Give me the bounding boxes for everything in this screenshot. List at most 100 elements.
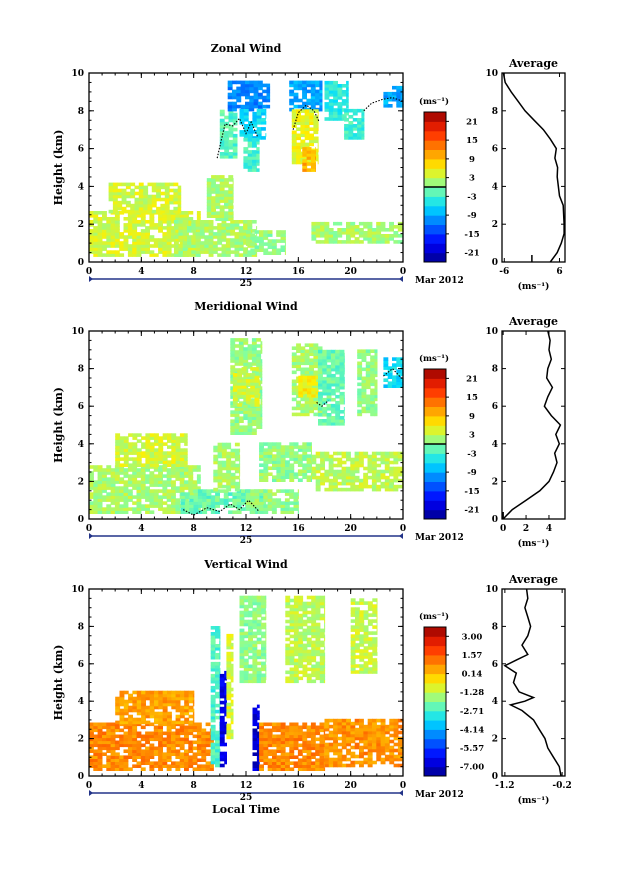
heatmap-cell [232,373,238,377]
heatmap-cell [106,758,112,762]
heatmap-cell [333,457,338,462]
heatmap-cell [132,448,138,452]
heatmap-cell [376,225,382,229]
heatmap-cell [367,231,373,235]
heatmap-cell [123,737,129,742]
heatmap-cell [350,487,356,492]
heatmap-cell [119,232,125,236]
heatmap-cell [119,711,125,716]
heatmap-cell [204,229,210,233]
heatmap-cell [337,114,343,118]
heatmap-cell [188,743,194,748]
heatmap-cell [205,731,211,736]
x-tick-label: 0 [86,524,92,534]
heatmap-cell [97,217,103,221]
heatmap-cell [343,370,345,375]
heatmap-cell [140,752,146,756]
heatmap-cell [370,403,376,408]
heatmap-cell [97,510,103,514]
heatmap-cell [396,101,402,105]
heatmap-cell [149,708,155,713]
heatmap-cell [127,737,133,742]
heatmap-cell [306,761,312,765]
heatmap-cell [280,478,286,482]
heatmap-cell [346,84,349,88]
heatmap-cell [267,764,273,768]
heatmap-cell [230,699,234,704]
heatmap-cell [219,650,221,654]
heatmap-cell [211,196,216,200]
heatmap-cell [236,92,242,97]
heatmap-cell [256,159,260,163]
heatmap-cell [195,247,201,251]
heatmap-cell [259,501,264,505]
heatmap-cell [228,504,233,508]
heatmap-cell [263,457,269,461]
heatmap-cell [171,743,176,748]
heatmap-cell [389,454,394,459]
heatmap-cell [114,752,120,756]
heatmap-cell [110,477,116,481]
heatmap-cell [252,595,258,600]
heatmap-cell [306,156,312,160]
heatmap-cell [324,225,330,229]
heatmap-cell [145,436,151,440]
heatmap-cell [309,364,314,369]
heatmap-cell [309,133,314,138]
heatmap-cell [260,416,263,420]
heatmap-cell [215,757,220,762]
heatmap-cell [106,507,112,511]
heatmap-cell [328,481,334,486]
heatmap-cell [236,104,242,109]
heatmap-cell [289,510,295,514]
heatmap-cell [106,471,112,475]
heatmap-cell [149,690,155,695]
heatmap-cell [184,507,190,511]
heatmap-cell [158,223,163,227]
heatmap-cell [219,673,225,678]
heatmap-cell [265,655,267,660]
heatmap-cell [324,240,330,244]
heatmap-cell [179,693,185,698]
heatmap-cell [224,754,227,759]
heatmap-cell [206,214,212,218]
heatmap-cell [306,98,312,103]
heatmap-cell [175,445,181,449]
heatmap-cell [219,712,221,717]
colorbar-tick-label: -15 [464,230,479,240]
heatmap-cell [193,504,199,508]
heatmap-cell [110,232,116,236]
heatmap-cell [158,690,164,695]
heatmap-cell [392,85,397,90]
heatmap-cell [201,767,207,771]
heatmap-cell [196,486,201,490]
heatmap-cell [230,422,236,426]
heatmap-cell [239,640,245,645]
heatmap-cell [162,238,168,242]
heatmap-cell [251,431,257,435]
heatmap-cell [121,200,127,205]
heatmap-cell [210,712,216,717]
heatmap-cell [145,731,150,736]
heatmap-cell [276,764,282,768]
heatmap-cell [219,498,225,502]
heatmap-cell [230,460,236,465]
heatmap-cell [215,664,220,669]
heatmap-cell [224,709,227,714]
heatmap-cell [226,463,232,468]
heatmap-cell [226,460,232,465]
heatmap-cell [128,708,133,713]
heatmap-cell [93,755,99,759]
heatmap-cell [393,240,399,244]
heatmap-cell [280,743,286,748]
heatmap-cell [333,463,338,468]
heatmap-cell [215,730,220,735]
heatmap-cell [112,191,118,196]
heatmap-cell [106,238,112,242]
heatmap-region [243,138,260,172]
heatmap-cell [166,749,172,753]
heatmap-cell [177,197,182,202]
heatmap-cell [289,469,295,473]
heatmap-cell [175,749,181,753]
heatmap-cell [396,104,402,108]
